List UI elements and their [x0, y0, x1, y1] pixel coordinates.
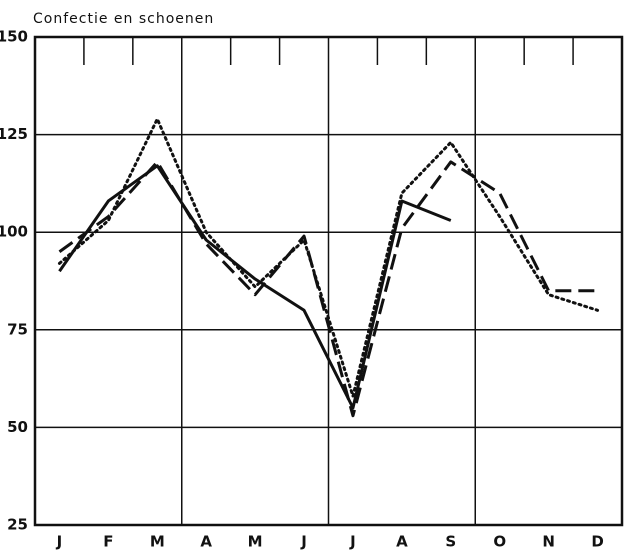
- x-tick-label: N: [542, 533, 555, 551]
- y-tick-label: 50: [7, 418, 28, 436]
- x-tick-label: J: [56, 533, 63, 551]
- line-series: [57, 117, 600, 398]
- x-tick-label: M: [150, 533, 165, 551]
- y-tick-label: 25: [7, 516, 28, 534]
- x-tick-label: S: [445, 533, 456, 551]
- y-tick-label: 75: [7, 320, 28, 338]
- x-tick-label: J: [300, 533, 307, 551]
- x-tick-label: F: [103, 533, 113, 551]
- x-tick-label: A: [396, 533, 408, 551]
- y-tick-label: 150: [0, 28, 28, 46]
- x-tick-label: O: [493, 533, 506, 551]
- line-series: [58, 160, 598, 418]
- line-series: [58, 164, 452, 410]
- y-tick-label: 100: [0, 223, 28, 241]
- x-tick-label: D: [591, 533, 603, 551]
- x-tick-label: J: [349, 533, 356, 551]
- x-tick-label: M: [248, 533, 263, 551]
- y-tick-label: 125: [0, 125, 28, 143]
- chart-title: Confectie en schoenen: [33, 11, 214, 27]
- x-tick-label: A: [200, 533, 212, 551]
